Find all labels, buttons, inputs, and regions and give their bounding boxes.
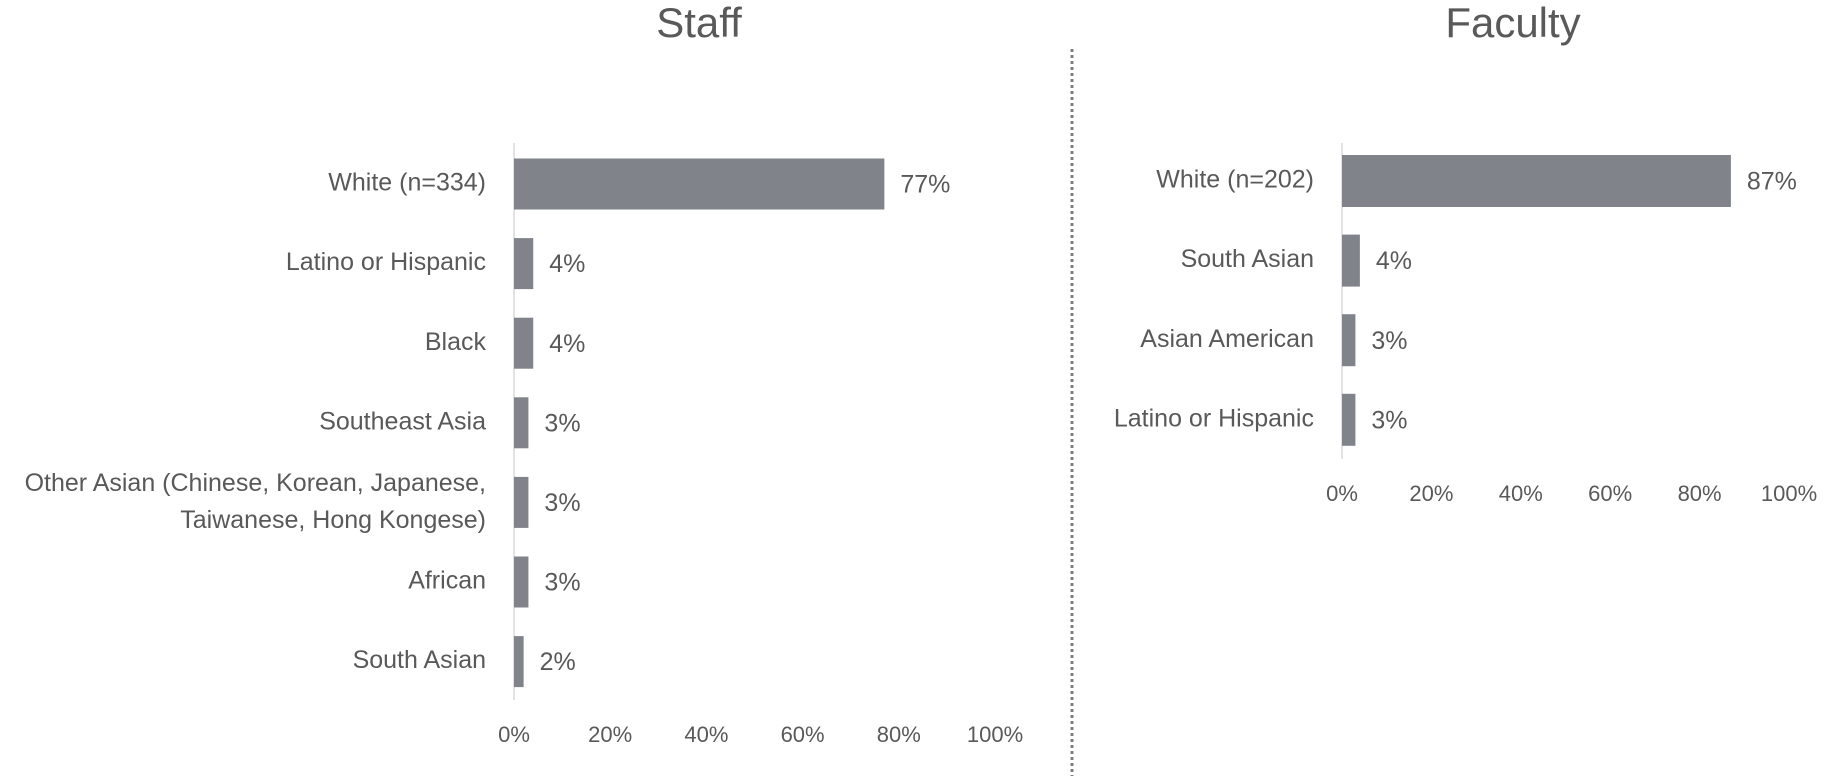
bar <box>1342 393 1356 446</box>
bar <box>1342 155 1731 207</box>
value-label: 3% <box>544 569 580 597</box>
x-tick-label: 60% <box>781 722 825 747</box>
value-label: 3% <box>544 409 580 437</box>
value-label: 4% <box>549 250 585 278</box>
category-label: White (n=202) <box>1156 166 1314 194</box>
x-tick-label: 40% <box>1499 481 1543 506</box>
category-label: Black <box>425 328 487 356</box>
bar <box>514 397 529 449</box>
category-label: Other Asian (Chinese, Korean, Japanese, T… <box>25 469 486 534</box>
value-label: 87% <box>1747 168 1797 196</box>
x-tick-label: 40% <box>684 722 728 747</box>
value-label: 3% <box>1371 406 1407 434</box>
x-tick-label: 100% <box>1761 481 1817 506</box>
x-tick-label: 80% <box>1678 481 1722 506</box>
category-label: Latino or Hispanic <box>286 248 486 276</box>
x-tick-label: 20% <box>1409 481 1453 506</box>
x-tick-label: 60% <box>1588 481 1632 506</box>
bar <box>1342 234 1360 287</box>
bar <box>514 158 885 210</box>
bar <box>514 238 534 290</box>
value-label: 4% <box>549 330 585 358</box>
bar <box>1342 314 1356 367</box>
x-tick-label: 80% <box>877 722 921 747</box>
value-label: 77% <box>900 171 950 199</box>
x-tick-label: 0% <box>1326 481 1358 506</box>
value-label: 3% <box>544 489 580 517</box>
chart-title: Staff <box>656 0 742 46</box>
category-label: White (n=334) <box>328 169 486 197</box>
category-label: Latino or Hispanic <box>1114 404 1314 432</box>
category-label: African <box>408 567 486 595</box>
x-tick-label: 20% <box>588 722 632 747</box>
value-label: 2% <box>540 648 576 676</box>
bar <box>514 317 534 369</box>
x-tick-label: 0% <box>498 722 530 747</box>
category-label: South Asian <box>1181 245 1314 273</box>
bar <box>514 476 529 528</box>
x-tick-label: 100% <box>967 722 1023 747</box>
value-label: 4% <box>1376 247 1412 275</box>
category-label: Southeast Asia <box>319 407 486 435</box>
bar <box>514 636 524 688</box>
category-label: Asian American <box>1140 325 1314 353</box>
category-label: South Asian <box>353 646 486 674</box>
bar <box>514 556 529 608</box>
value-label: 3% <box>1371 327 1407 355</box>
chart-title: Faculty <box>1445 0 1580 46</box>
